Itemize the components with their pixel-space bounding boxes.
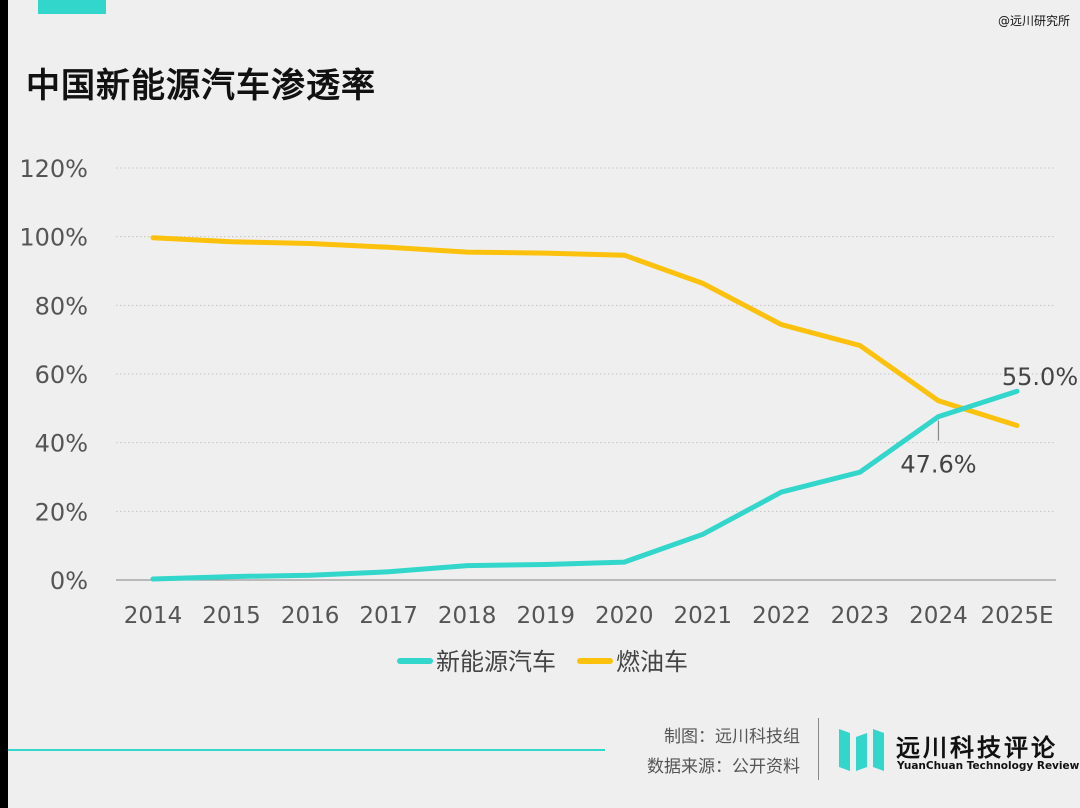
credit-made-by: 制图：远川科技组 [664, 727, 800, 747]
x-axis-ticks: 2014 2015 2016 2017 2018 2019 2020 2021 2022 2023… [124, 603, 1054, 629]
y-tick-label: 60% [35, 361, 88, 389]
x-tick-label: 2020 [595, 603, 654, 629]
x-tick-label: 2016 [281, 603, 340, 629]
x-tick-label: 2024 [909, 603, 968, 629]
series-line [150, 235, 1020, 428]
y-axis-ticks: 0% 20% 40% 60% 80% 100% 120% [19, 155, 88, 595]
legend: 新能源汽车 燃油车 [397, 648, 688, 676]
y-tick-label: 20% [35, 498, 88, 526]
credit-source: 数据来源：公开资料 [647, 757, 800, 777]
series-lines [150, 235, 1020, 582]
annotations: 47.6% 55.0% [900, 363, 1078, 478]
credits: 制图：远川科技组 数据来源：公开资料 [647, 722, 800, 782]
x-tick-label: 2018 [438, 603, 497, 629]
logo-name-en: YuanChuan Technology Review [897, 760, 1080, 772]
y-tick-label: 40% [35, 430, 88, 458]
data-label: 47.6% [900, 451, 976, 479]
x-tick-label: 2014 [124, 603, 183, 629]
chart-page: @远川研究所 中国新能源汽车渗透率 0% 20% 40% 60% 80% 100% 120%… [8, 0, 1080, 808]
x-tick-label: 2019 [516, 603, 575, 629]
x-tick-label: 2025E [980, 603, 1053, 629]
footer-divider [8, 749, 605, 751]
logo-divider [818, 718, 819, 780]
x-tick-label: 2021 [674, 603, 733, 629]
logo-icon [839, 729, 884, 771]
x-tick-label: 2015 [202, 603, 261, 629]
y-tick-label: 80% [35, 292, 88, 320]
line-chart: 0%20%40%60%80%100%120% 2014 2015 2016 2017 2… [19, 155, 1078, 676]
legend-label: 燃油车 [616, 648, 688, 676]
y-tick-label: 0% [50, 567, 88, 595]
x-tick-label: 2022 [752, 603, 811, 629]
watermark: @远川研究所 [997, 14, 1070, 28]
chart-title: 中国新能源汽车渗透率 [26, 66, 376, 106]
data-label: 55.0% [1002, 363, 1078, 391]
x-tick-label: 2017 [359, 603, 418, 629]
series-line [150, 388, 1020, 582]
x-tick-label: 2023 [831, 603, 890, 629]
accent-bar [38, 0, 106, 14]
y-tick-label: 100% [19, 224, 88, 252]
legend-label: 新能源汽车 [436, 648, 556, 676]
logo-name-cn: 远川科技评论 [896, 734, 1058, 762]
gridlines [116, 167, 1056, 581]
y-tick-label: 120% [19, 155, 88, 183]
